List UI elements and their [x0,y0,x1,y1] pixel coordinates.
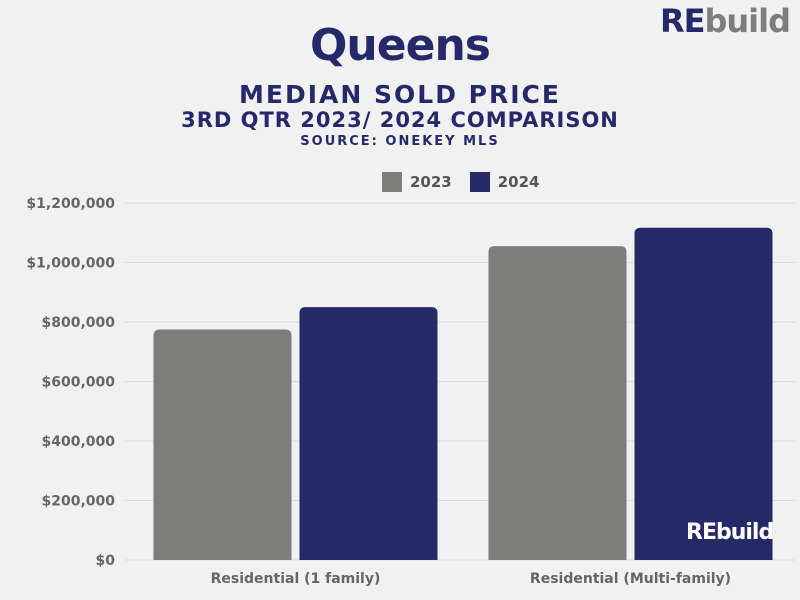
y-tick-label: $800,000 [41,315,115,331]
x-category-label: Residential (1 family) [211,571,381,587]
legend-label-2023: 2023 [410,173,452,191]
legend-label-2024: 2024 [497,173,540,191]
legend: 2023 2024 [382,172,558,192]
y-tick-label: $600,000 [41,375,115,391]
bar-2023-1 [488,246,627,560]
chart-subtitle: MEDIAN SOLD PRICE [239,80,561,109]
legend-swatch-2023 [382,172,402,192]
y-tick-label: $0 [96,553,116,569]
bar-2024-0 [299,307,438,560]
bar-2023-0 [153,329,292,560]
rebuild-logo: REbuild [659,2,791,40]
y-tick-label: $200,000 [41,494,115,510]
bar-2024-1 [634,227,773,560]
y-tick-label: $1,200,000 [26,196,115,212]
y-tick-label: $1,000,000 [26,256,115,272]
chart-title: Queens [310,20,491,71]
chart-subtitle-comparison: 3RD QTR 2023/ 2024 COMPARISON [181,108,619,132]
legend-swatch-2024 [469,172,490,192]
y-tick-label: $400,000 [41,434,115,450]
x-category-label: Residential (Multi-family) [530,571,731,587]
rebuild-logo-watermark: REbuild [686,520,774,545]
chart-source: SOURCE: ONEKEY MLS [300,134,500,149]
